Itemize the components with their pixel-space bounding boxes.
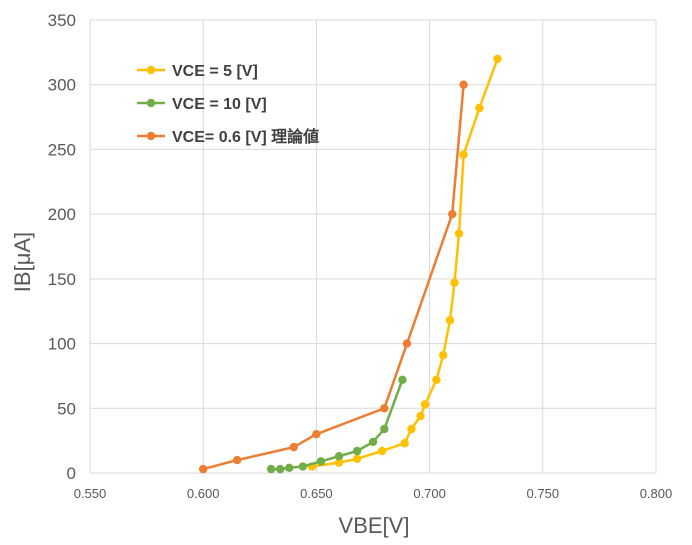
y-tick-label: 50	[57, 399, 76, 418]
data-point	[459, 150, 468, 159]
data-point	[334, 451, 344, 461]
data-point	[275, 464, 285, 474]
y-axis-title: IB[μA]	[10, 232, 35, 292]
data-point	[368, 437, 378, 447]
y-tick-label: 350	[48, 11, 76, 30]
data-point	[298, 462, 308, 471]
data-point	[316, 457, 326, 466]
x-tick-label: 0.750	[527, 486, 560, 501]
data-point	[352, 454, 362, 463]
data-point	[232, 455, 242, 465]
y-tick-label: 0	[67, 464, 76, 483]
data-point	[416, 411, 425, 421]
series-line	[311, 58, 499, 468]
data-point	[400, 439, 409, 448]
legend-label: VCE= 0.6 [V] 理論値	[172, 127, 319, 146]
legend-label: VCE = 10 [V]	[172, 96, 267, 113]
x-tick-label: 0.650	[300, 486, 333, 501]
legend-label: VCE = 5 [V]	[172, 63, 258, 80]
legend-item: VCE= 0.6 [V] 理論値	[137, 127, 319, 146]
data-point	[377, 446, 387, 456]
data-point	[352, 446, 362, 456]
x-axis-title: VBE[V]	[339, 513, 410, 538]
series-2	[199, 80, 468, 474]
y-tick-label: 100	[48, 335, 76, 354]
data-point	[266, 464, 276, 474]
x-tick-label: 0.700	[413, 486, 446, 501]
data-point	[459, 80, 468, 89]
data-point	[402, 339, 412, 348]
data-point	[493, 54, 502, 64]
series-line	[271, 379, 404, 471]
x-tick-label: 0.600	[187, 486, 220, 501]
data-point	[380, 404, 389, 413]
legend: VCE = 5 [V] VCE = 10 [V] VCE= 0.6 [V] 理論値	[137, 63, 319, 146]
data-point	[438, 351, 448, 360]
series-line	[202, 84, 465, 471]
data-point	[380, 424, 389, 434]
y-tick-label: 250	[48, 140, 76, 159]
data-point	[445, 316, 455, 325]
legend-item: VCE = 10 [V]	[137, 96, 267, 113]
data-point	[432, 375, 441, 385]
data-point	[407, 424, 416, 434]
data-point	[199, 464, 208, 474]
data-point	[454, 229, 464, 238]
legend-swatch-marker	[146, 131, 156, 141]
y-tick-label: 150	[48, 270, 76, 289]
legend-swatch-marker	[146, 65, 156, 75]
data-point	[448, 209, 457, 219]
data-point	[285, 463, 294, 473]
data-point	[450, 278, 459, 287]
data-point	[334, 458, 344, 467]
data-point	[398, 375, 407, 385]
legend-swatch-marker	[146, 98, 156, 108]
legend-item: VCE = 5 [V]	[137, 63, 258, 80]
series-0	[307, 54, 502, 471]
data-point	[312, 429, 321, 439]
y-tick-label: 200	[48, 205, 76, 224]
data-point	[475, 103, 484, 113]
data-point	[289, 442, 298, 452]
x-tick-label: 0.550	[74, 486, 107, 501]
x-tick-label: 0.800	[640, 486, 673, 501]
y-tick-label: 300	[48, 76, 76, 95]
data-point	[420, 400, 430, 409]
series-1	[266, 375, 407, 474]
